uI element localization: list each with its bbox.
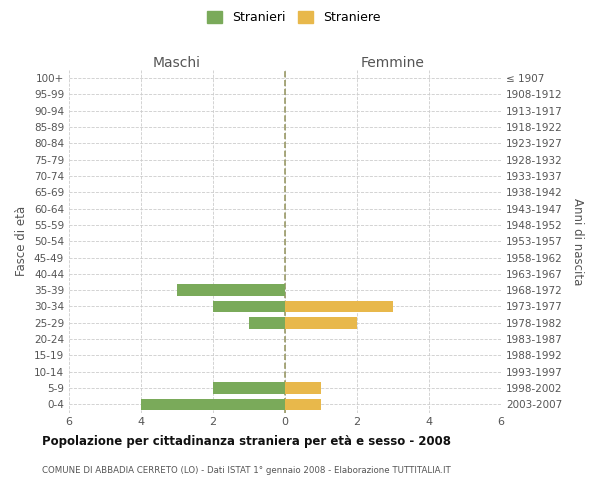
Y-axis label: Anni di nascita: Anni di nascita	[571, 198, 584, 285]
Bar	[177, 284, 285, 296]
Bar	[213, 301, 285, 312]
Bar	[285, 398, 321, 410]
Bar	[213, 382, 285, 394]
Y-axis label: Fasce di età: Fasce di età	[16, 206, 28, 276]
Bar	[141, 398, 285, 410]
Bar	[285, 382, 321, 394]
Text: Maschi: Maschi	[153, 56, 201, 70]
Bar	[285, 317, 357, 328]
Text: Popolazione per cittadinanza straniera per età e sesso - 2008: Popolazione per cittadinanza straniera p…	[42, 435, 451, 448]
Bar	[249, 317, 285, 328]
Text: COMUNE DI ABBADIA CERRETO (LO) - Dati ISTAT 1° gennaio 2008 - Elaborazione TUTTI: COMUNE DI ABBADIA CERRETO (LO) - Dati IS…	[42, 466, 451, 475]
Legend: Stranieri, Straniere: Stranieri, Straniere	[202, 6, 386, 29]
Bar	[285, 301, 393, 312]
Text: Femmine: Femmine	[361, 56, 425, 70]
